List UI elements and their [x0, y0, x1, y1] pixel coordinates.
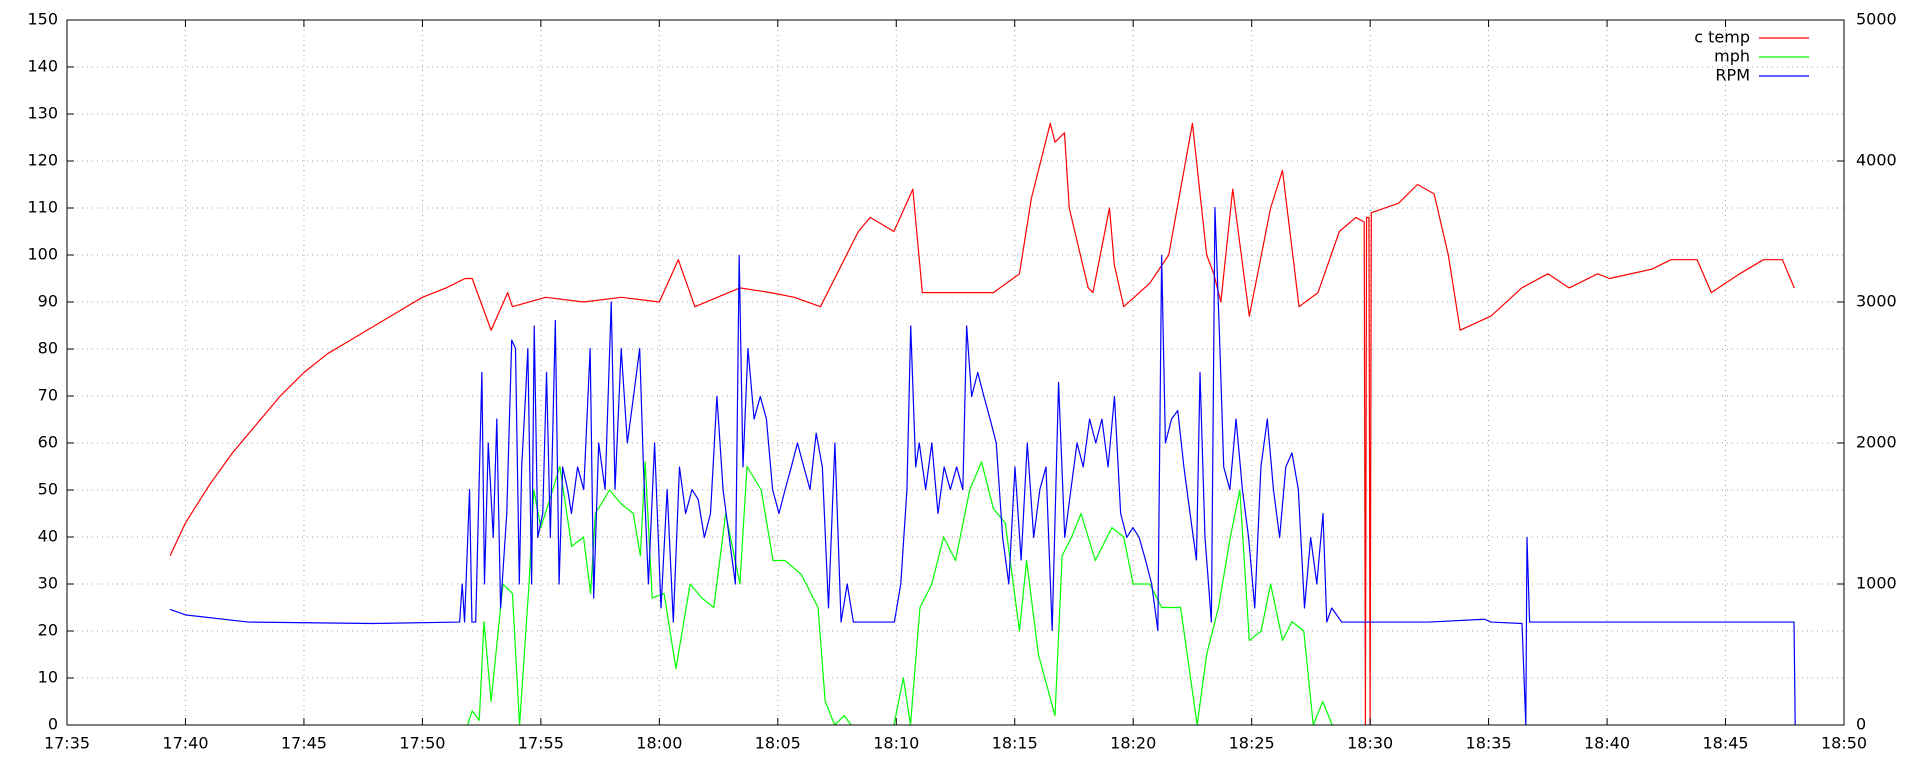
- y-tick-label: 130: [27, 104, 58, 123]
- y-tick-label: 80: [38, 339, 58, 358]
- y-tick-label: 10: [38, 668, 58, 687]
- x-tick-label: 17:45: [281, 734, 327, 753]
- x-tick-label: 17:40: [162, 734, 208, 753]
- y-tick-label: 40: [38, 527, 58, 546]
- y-tick-label: 50: [38, 480, 58, 499]
- y2-tick-label: 1000: [1856, 574, 1897, 593]
- x-tick-label: 18:50: [1821, 734, 1867, 753]
- y-tick-label: 100: [27, 245, 58, 264]
- y2-tick-label: 5000: [1856, 10, 1897, 29]
- x-tick-label: 18:35: [1466, 734, 1512, 753]
- y-tick-label: 20: [38, 621, 58, 640]
- y2-tick-label: 0: [1856, 715, 1866, 734]
- plot-frame: [66, 19, 1845, 726]
- x-tick-label: 17:55: [518, 734, 564, 753]
- grid: [67, 20, 1844, 725]
- x-tick-label: 17:35: [44, 734, 90, 753]
- x-tick-label: 18:00: [636, 734, 682, 753]
- x-tick-label: 18:10: [873, 734, 919, 753]
- legend-label: mph: [1714, 47, 1750, 66]
- series-line: [466, 461, 1333, 725]
- axes: 0 10 20 30 40 50 60 70 80 90 100 110 120 130 140 150 0 10…: [27, 10, 1896, 753]
- y-tick-label: 150: [27, 10, 58, 29]
- y2-tick-label: 2000: [1856, 433, 1897, 452]
- y-tick-label: 70: [38, 386, 58, 405]
- x-tick-label: 18:25: [1229, 734, 1275, 753]
- series-line: [169, 122, 1795, 725]
- y-tick-label: 60: [38, 433, 58, 452]
- y-tick-label: 110: [27, 198, 58, 217]
- y2-tick-label: 3000: [1856, 292, 1897, 311]
- plot-area: [169, 122, 1796, 725]
- x-tick-label: 18:45: [1702, 734, 1748, 753]
- x-tick-label: 17:50: [399, 734, 445, 753]
- x-tick-label: 18:15: [992, 734, 1038, 753]
- series-line: [169, 206, 1796, 725]
- x-tick-label: 18:40: [1584, 734, 1630, 753]
- y-tick-label: 90: [38, 292, 58, 311]
- legend-label: RPM: [1715, 66, 1750, 85]
- y2-tick-label: 4000: [1856, 151, 1897, 170]
- legend-label: c temp: [1694, 28, 1750, 47]
- y-tick-label: 0: [48, 715, 58, 734]
- y-tick-label: 140: [27, 57, 58, 76]
- x-tick-label: 18:20: [1110, 734, 1156, 753]
- x-tick-label: 18:05: [755, 734, 801, 753]
- x-tick-label: 18:30: [1347, 734, 1393, 753]
- y-tick-label: 30: [38, 574, 58, 593]
- y-tick-label: 120: [27, 151, 58, 170]
